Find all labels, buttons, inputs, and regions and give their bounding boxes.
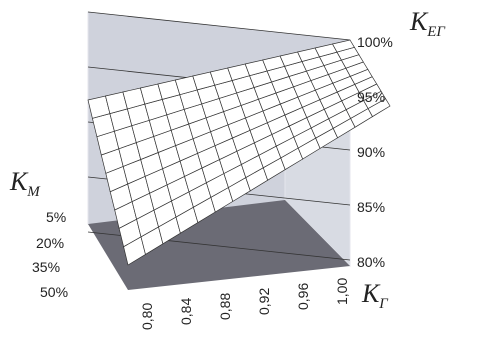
x-axis-title-main: К: [361, 279, 381, 308]
z-tick-label: 90%: [357, 144, 385, 160]
y-tick-label: 20%: [36, 235, 64, 251]
y-axis-title-main: К: [9, 167, 29, 196]
z-tick-label: 95%: [357, 89, 385, 105]
y-axis: 5% 20% 35% 50% КМ: [9, 167, 68, 300]
x-axis: 0,80 0,84 0,88 0,92 0,96 1,00 КГ: [139, 278, 389, 330]
gridline: [87, 11, 351, 41]
y-tick-label: 35%: [32, 259, 60, 275]
y-tick-label: 5%: [46, 209, 66, 225]
x-tick-label: 1,00: [334, 278, 350, 305]
surface: [87, 39, 391, 266]
z-tick-label: 100%: [357, 34, 393, 50]
y-axis-title: КМ: [9, 167, 41, 200]
surface-cell: [331, 39, 355, 53]
x-tick-label: 0,92: [256, 288, 272, 315]
z-tick-label: 85%: [357, 199, 385, 215]
x-axis-title-sub: Г: [378, 296, 389, 312]
x-axis-title: КГ: [361, 279, 389, 312]
x-tick-label: 0,88: [217, 293, 233, 320]
z-axis-title: КЕГ: [409, 7, 446, 40]
x-tick-label: 0,84: [178, 298, 194, 325]
z-axis-title-main: К: [409, 7, 429, 36]
y-axis-title-sub: М: [26, 184, 41, 200]
z-axis-title-sub: ЕГ: [426, 24, 446, 40]
z-tick-label: 80%: [357, 254, 385, 270]
x-tick-label: 0,80: [139, 303, 155, 330]
z-axis: 100% 95% 90% 85% 80% КЕГ: [357, 7, 446, 270]
x-tick-label: 0,96: [295, 283, 311, 310]
y-tick-label: 50%: [40, 284, 68, 300]
